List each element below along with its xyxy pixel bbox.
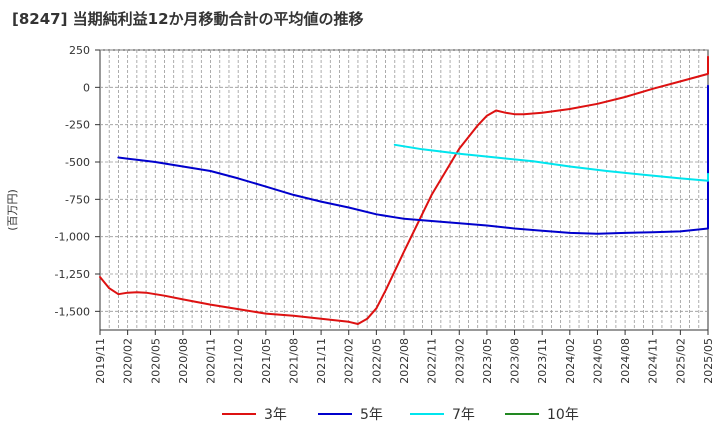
y-tick-label: -250	[65, 119, 90, 132]
x-tick-label: 2019/11	[94, 338, 107, 384]
x-tick-label: 2022/02	[343, 338, 356, 384]
grid	[100, 49, 708, 330]
legend: 3年 5年 7年 10年	[222, 407, 579, 423]
x-tick-label: 2023/08	[509, 338, 522, 384]
x-tick-label: 2021/02	[232, 338, 245, 384]
y-axis: 250 0 -250 -500 -750 -1,000 -1,250 -1,500	[55, 44, 100, 318]
x-tick-label: 2023/05	[481, 338, 494, 384]
x-tick-label: 2022/05	[370, 338, 383, 384]
y-tick-label: -1,500	[55, 305, 90, 318]
y-axis-title: (百万円)	[6, 189, 19, 231]
x-tick-label: 2022/11	[426, 338, 439, 384]
legend-label: 5年	[360, 407, 383, 423]
legend-label: 7年	[452, 407, 475, 423]
series-line-5年	[117, 84, 709, 235]
x-tick-label: 2020/08	[177, 338, 190, 384]
series-line-7年	[393, 143, 709, 182]
y-tick-label: -750	[65, 193, 90, 206]
y-tick-label: 0	[83, 81, 90, 94]
y-tick-label: 250	[69, 44, 90, 57]
x-tick-label: 2024/02	[564, 338, 577, 384]
x-tick-label: 2024/11	[647, 338, 660, 384]
x-tick-label: 2020/02	[122, 338, 135, 384]
x-tick-label: 2020/05	[149, 338, 162, 384]
x-tick-label: 2025/02	[674, 338, 687, 384]
x-axis: 2019/11 2020/02 2020/05 2020/08 2020/11 2021/…	[94, 330, 715, 384]
series-line-3年	[99, 55, 709, 325]
series-lines	[99, 55, 709, 325]
x-tick-label: 2023/11	[536, 338, 549, 384]
chart-title: [8247] 当期純利益12か月移動合計の平均値の推移	[12, 10, 364, 28]
x-tick-label: 2021/08	[287, 338, 300, 384]
x-tick-label: 2025/05	[702, 338, 715, 384]
x-tick-label: 2023/02	[453, 338, 466, 384]
x-tick-label: 2020/11	[205, 338, 218, 384]
legend-label: 3年	[264, 407, 287, 423]
y-tick-label: -1,000	[55, 231, 90, 244]
x-tick-label: 2021/11	[315, 338, 328, 384]
x-tick-label: 2021/05	[260, 338, 273, 384]
x-tick-label: 2022/08	[398, 338, 411, 384]
y-tick-label: -1,250	[55, 268, 90, 281]
x-tick-label: 2024/05	[591, 338, 604, 384]
legend-label: 10年	[547, 407, 579, 423]
y-tick-label: -500	[65, 156, 90, 169]
x-tick-label: 2024/08	[619, 338, 632, 384]
